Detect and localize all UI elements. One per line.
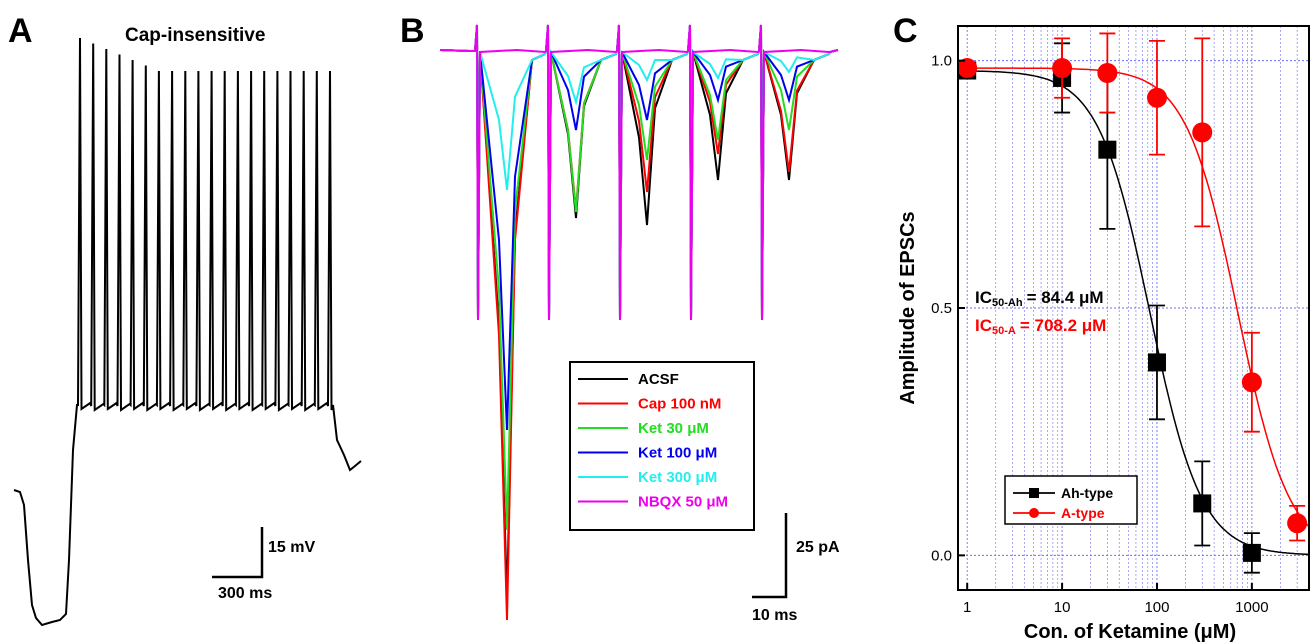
- epsc-traces: [439, 24, 839, 621]
- legend-label: Ket 100 μM: [638, 445, 717, 462]
- data-point-circle: [1287, 513, 1308, 534]
- panel-c-letter: C: [893, 12, 918, 50]
- y-tick-label: 0.0: [931, 547, 952, 564]
- legend-label: A-type: [1061, 505, 1105, 521]
- data-point-circle: [1146, 87, 1167, 108]
- data-point-square: [1098, 140, 1117, 159]
- ic50-a-value: = 708.2 μM: [1020, 316, 1106, 335]
- ic50-ah-value: = 84.4 μM: [1027, 288, 1104, 307]
- ic50-a-annotation: IC50-A = 708.2 μM: [975, 316, 1106, 337]
- panel-a-letter: A: [8, 12, 33, 50]
- y-axis-label: Amplitude of EPSCs: [897, 211, 919, 404]
- legend-label: Cap 100 nM: [638, 396, 721, 413]
- panel-b-letter: B: [400, 12, 425, 50]
- legend-label: Ket 30 μM: [638, 420, 709, 437]
- y-tick-label: 1.0: [931, 53, 952, 70]
- panel-b-scale-bar: [752, 513, 788, 599]
- axis-ticks: 1 10 100 1000 0.0 0.5 1.0: [931, 53, 1268, 616]
- data-point-circle: [957, 58, 978, 79]
- panel-b: B ACSF Cap 100 nM Ket 30 μM Ket 100 μM Ket 3…: [400, 12, 840, 624]
- ic50-a-subscript: 50-A: [992, 325, 1016, 337]
- ic50-ah-subscript: 50-Ah: [992, 297, 1023, 309]
- legend-marker-square: [1029, 488, 1039, 498]
- panel-b-legend: ACSF Cap 100 nM Ket 30 μM Ket 100 μM Ket 300…: [578, 371, 728, 511]
- legend-label: Ah-type: [1061, 485, 1113, 501]
- legend-label: ACSF: [638, 371, 679, 388]
- x-tick-label: 1000: [1235, 599, 1268, 616]
- panel-c-legend: Ah-type A-type: [1013, 485, 1113, 521]
- epsc-trace-nbqx: [439, 24, 839, 321]
- data-point-circle: [1192, 122, 1213, 143]
- legend-label: NBQX 50 μM: [638, 494, 728, 511]
- panel-a: A Cap-insensitive 15 mV 300 ms: [8, 12, 362, 627]
- x-tick-label: 1: [963, 599, 971, 616]
- panel-b-scale-y-label: 25 pA: [796, 539, 840, 556]
- panel-a-title: Cap-insensitive: [125, 25, 265, 46]
- panel-a-scale-bar: [212, 527, 264, 579]
- data-point-square: [1242, 543, 1261, 562]
- legend-label: Ket 300 μM: [638, 469, 717, 486]
- x-tick-label: 100: [1144, 599, 1169, 616]
- legend-marker-circle: [1029, 508, 1039, 518]
- ic50-ah-label: IC: [975, 288, 992, 307]
- ic50-ah-annotation: IC50-Ah = 84.4 μM: [975, 288, 1104, 309]
- x-tick-label: 10: [1054, 599, 1071, 616]
- data-point-circle: [1052, 58, 1073, 79]
- panel-c: C 1 10 100 1000 0.0 0.5 1.0 Con. of Ketamine (…: [893, 12, 1310, 643]
- data-point-circle: [1097, 63, 1118, 83]
- panel-b-scale-x-label: 10 ms: [752, 607, 797, 624]
- x-axis-label: Con. of Ketamine (μM): [1024, 621, 1236, 643]
- y-tick-label: 0.5: [931, 300, 952, 317]
- data-point-square: [1147, 353, 1166, 372]
- panel-c-legend-box: [1004, 475, 1138, 525]
- panel-a-scale-y-label: 15 mV: [268, 539, 315, 556]
- data-point-circle: [1241, 372, 1262, 393]
- panel-a-scale-x-label: 300 ms: [218, 585, 272, 602]
- data-points: [957, 32, 1308, 574]
- ic50-a-label: IC: [975, 316, 992, 335]
- data-point-square: [1193, 494, 1212, 513]
- membrane-potential-trace: [13, 37, 362, 627]
